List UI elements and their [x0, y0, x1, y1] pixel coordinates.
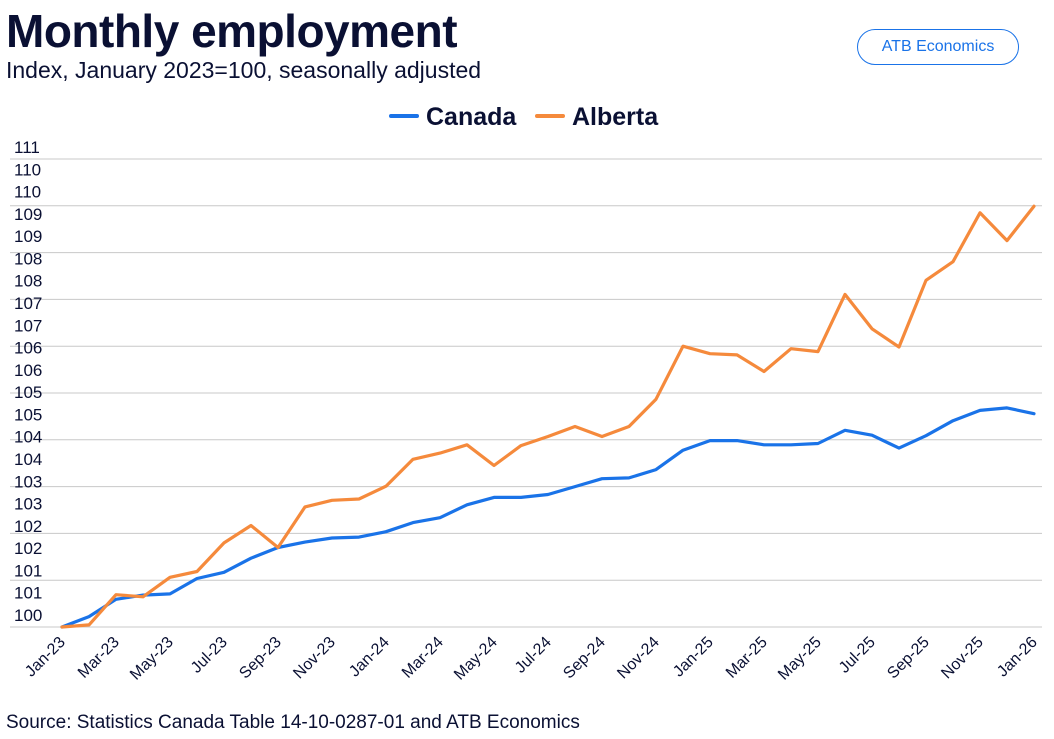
y-tick-label: 104 — [14, 428, 42, 447]
x-tick-label: Mar-25 — [723, 634, 771, 682]
y-tick-label: 103 — [14, 472, 42, 491]
y-tick-label: 105 — [14, 405, 42, 424]
legend-label-canada: Canada — [426, 103, 517, 131]
x-tick-label: Nov-25 — [938, 634, 987, 683]
x-tick-label: Nov-24 — [614, 634, 663, 683]
x-tick-label: May-24 — [451, 634, 501, 684]
y-tick-label: 111 — [14, 138, 40, 157]
x-tick-label: Nov-23 — [290, 634, 339, 683]
y-tick-label: 104 — [14, 450, 42, 469]
y-tick-label: 105 — [14, 383, 42, 402]
x-axis-ticks: Jan-23 Mar-23 May-23 Jul-23 Sep-23 Nov-23 Jan-… — [22, 634, 1041, 684]
atb-economics-badge: ATB Economics — [857, 29, 1019, 65]
x-tick-label: Jan-26 — [994, 634, 1041, 681]
x-tick-label: Jan-23 — [22, 634, 69, 681]
y-tick-label: 101 — [14, 584, 42, 603]
x-tick-label: Jul-24 — [512, 634, 555, 677]
y-tick-label: 109 — [14, 227, 42, 246]
series-line-canada — [60, 406, 1036, 629]
x-tick-label: May-25 — [775, 634, 825, 684]
x-tick-label: May-23 — [127, 634, 177, 684]
y-tick-label: 102 — [14, 517, 42, 536]
y-tick-label: 107 — [14, 294, 42, 313]
x-tick-label: Jan-25 — [670, 634, 717, 681]
y-tick-label: 108 — [14, 249, 42, 268]
x-tick-label: Sep-23 — [236, 634, 285, 683]
x-tick-label: Jul-23 — [188, 634, 231, 677]
x-tick-label: Jul-25 — [836, 634, 879, 677]
y-tick-label: 108 — [14, 272, 42, 291]
chart-title: Monthly employment — [6, 5, 458, 57]
x-tick-label: Sep-25 — [884, 634, 933, 683]
x-tick-label: Mar-24 — [399, 634, 447, 682]
y-tick-label: 106 — [14, 361, 42, 380]
legend-label-alberta: Alberta — [572, 103, 659, 131]
series-layer — [60, 204, 1036, 629]
y-axis-ticks: 100 101 101 102 102 103 103 104 104 105 105 106 106 1… — [14, 138, 42, 625]
grid-layer — [10, 158, 1042, 628]
y-tick-label: 107 — [14, 316, 42, 335]
y-tick-label: 110 — [14, 160, 41, 179]
y-tick-label: 101 — [14, 561, 42, 580]
chart-subtitle: Index, January 2023=100, seasonally adju… — [6, 57, 482, 83]
x-tick-label: Jan-24 — [346, 634, 393, 681]
legend: Canada Alberta — [389, 103, 659, 131]
y-tick-label: 100 — [14, 606, 42, 625]
y-tick-label: 106 — [14, 339, 42, 358]
y-tick-label: 110 — [14, 183, 41, 202]
y-tick-label: 103 — [14, 495, 42, 514]
series-line-alberta — [60, 204, 1036, 629]
x-tick-label: Sep-24 — [560, 634, 609, 683]
x-tick-label: Mar-23 — [75, 634, 123, 682]
y-tick-label: 102 — [14, 539, 42, 558]
y-tick-label: 109 — [14, 205, 42, 224]
source-note: Source: Statistics Canada Table 14-10-02… — [6, 712, 580, 733]
